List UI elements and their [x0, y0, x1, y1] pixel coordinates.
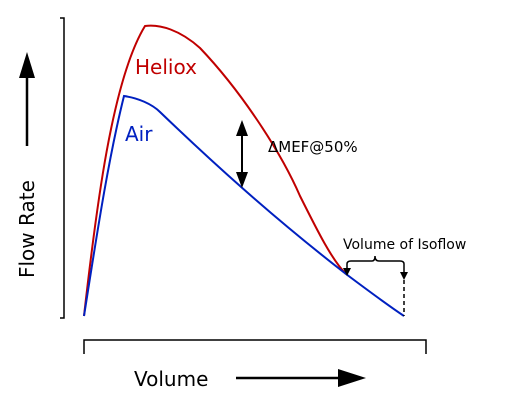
- heliox-label: Heliox: [135, 55, 197, 79]
- delta-mef-double-arrow-icon: [236, 120, 248, 188]
- delta-mef-label: ΔMEF@50%: [268, 138, 358, 156]
- y-axis-label: Flow Rate: [15, 180, 39, 278]
- air-label: Air: [125, 122, 153, 146]
- x-axis-label: Volume: [134, 367, 208, 391]
- flow-rate-axis-bracket: [60, 17, 65, 319]
- air-curve: [83, 94, 405, 317]
- isoflow-label: Volume of Isoflow: [343, 237, 466, 253]
- flow-rate-up-arrow-icon: [19, 52, 35, 146]
- volume-axis-bracket: [83, 339, 427, 354]
- isoflow-brace: [343, 255, 408, 280]
- heliox-curve: [83, 24, 347, 317]
- volume-right-arrow-icon: [236, 369, 366, 387]
